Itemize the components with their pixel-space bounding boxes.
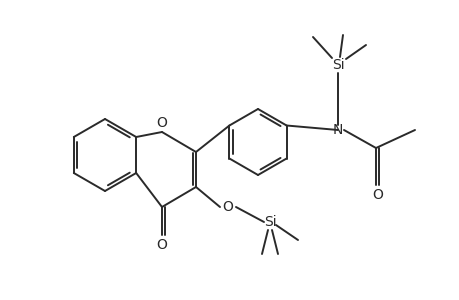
- Text: O: O: [372, 188, 383, 202]
- Text: O: O: [156, 116, 167, 130]
- Text: O: O: [156, 238, 167, 252]
- Text: Si: Si: [331, 58, 344, 72]
- Text: N: N: [332, 123, 342, 137]
- Text: O: O: [222, 200, 233, 214]
- Text: Si: Si: [263, 215, 276, 229]
